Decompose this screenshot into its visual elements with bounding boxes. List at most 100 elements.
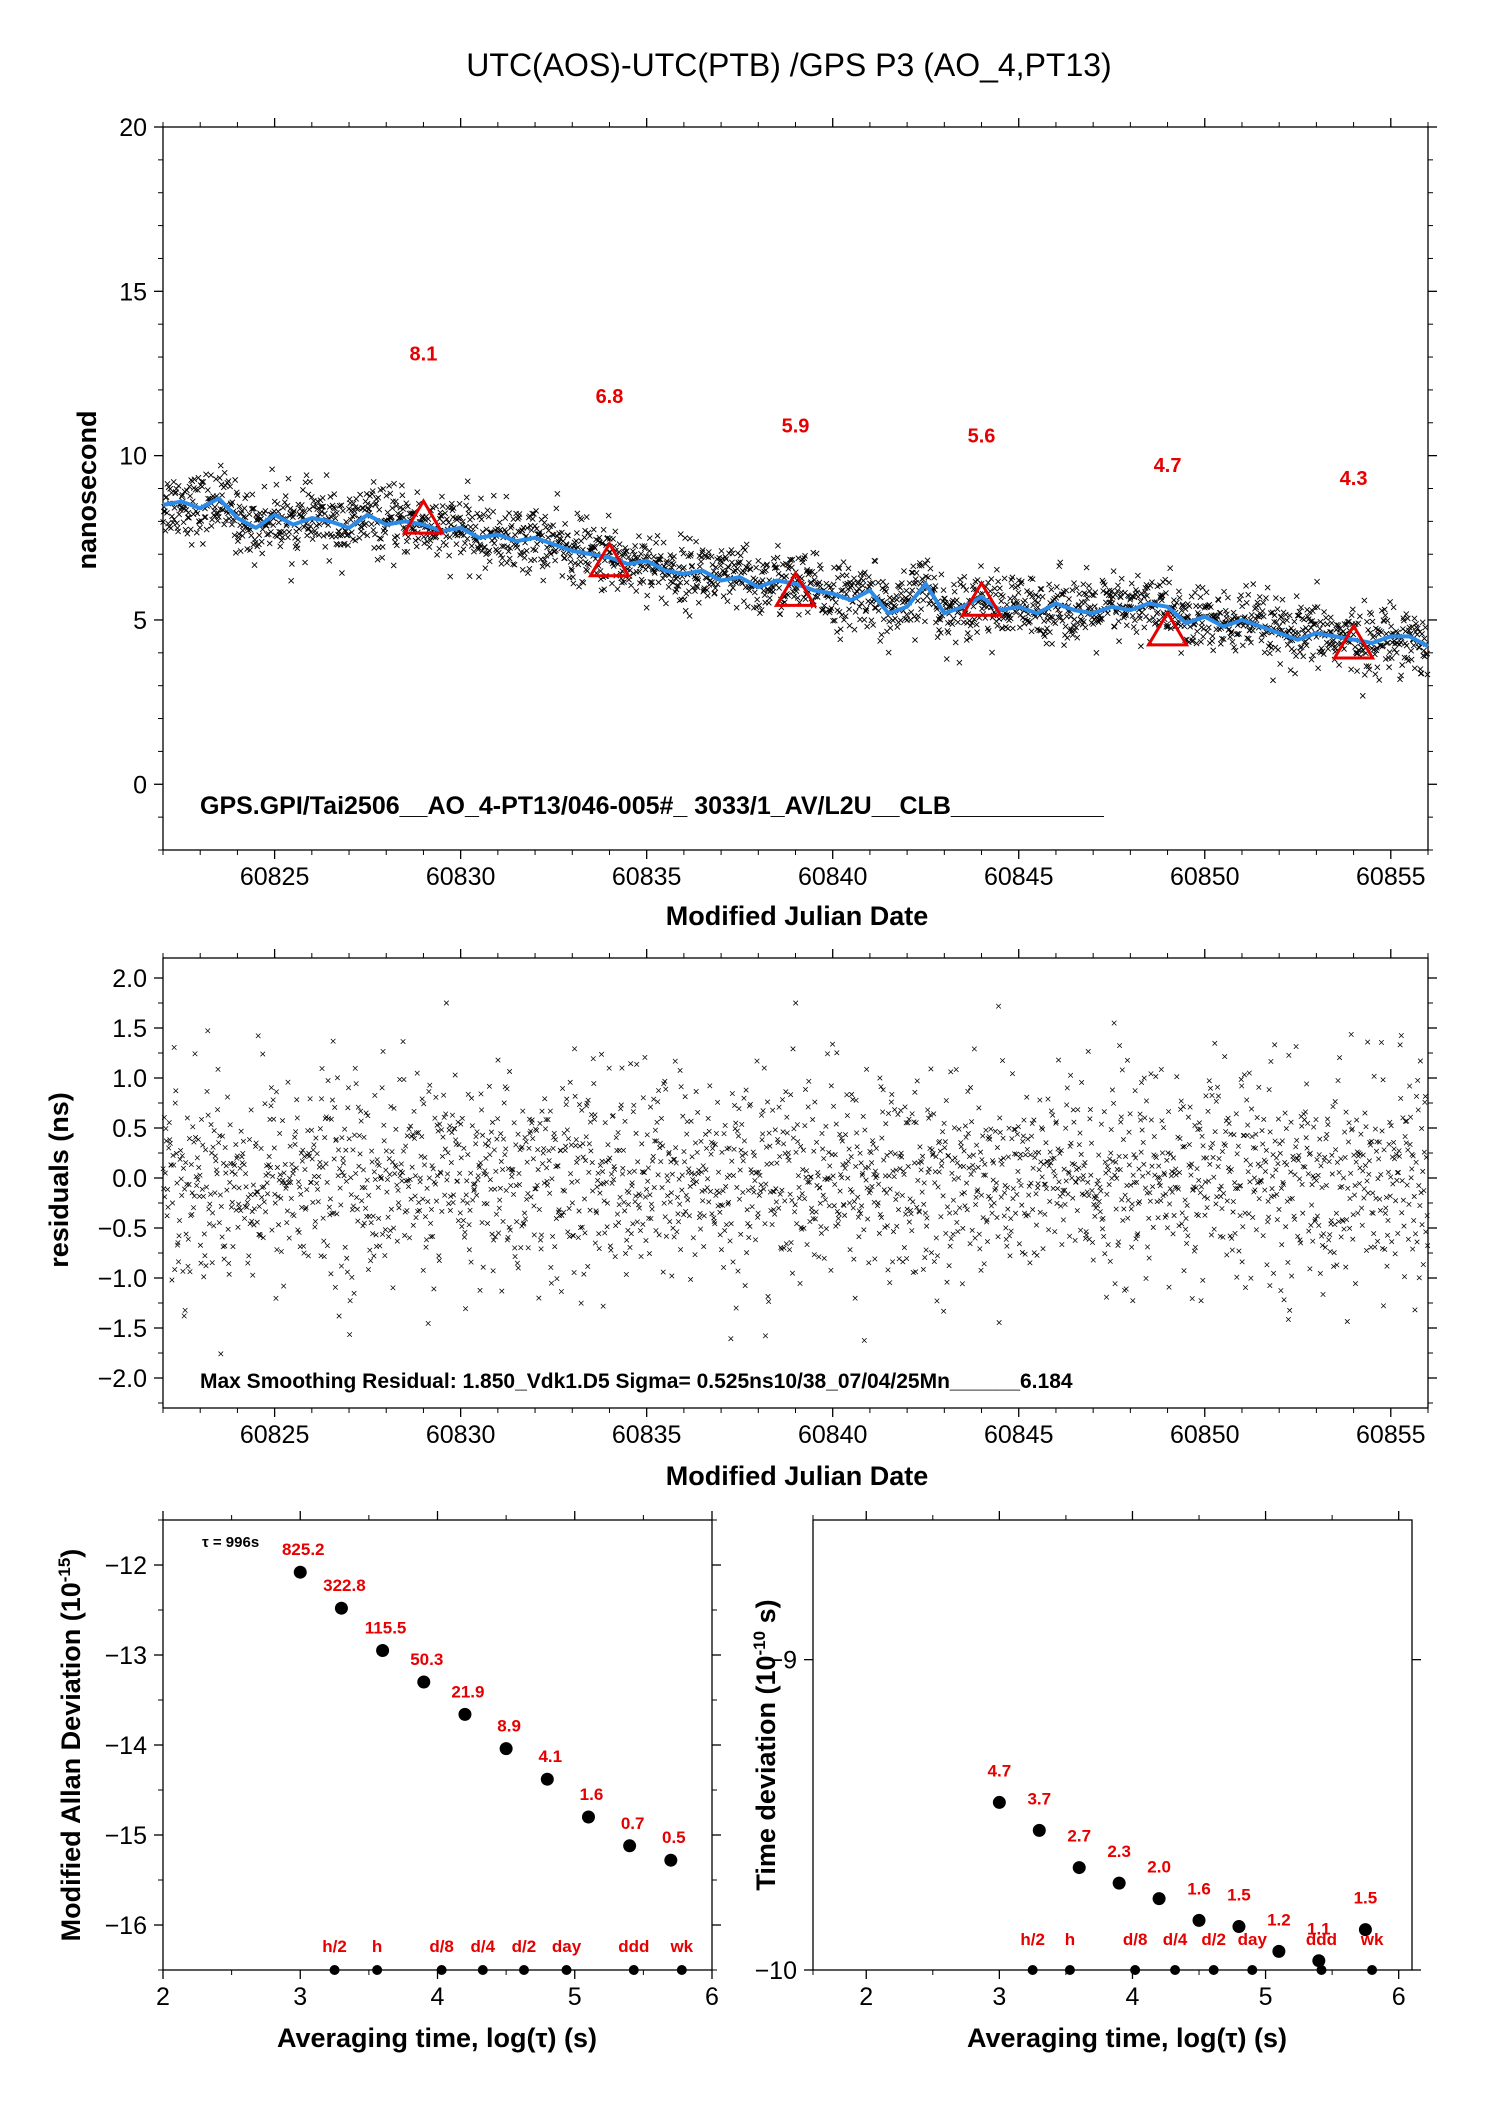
data-point bbox=[219, 1234, 225, 1240]
data-point bbox=[521, 549, 527, 556]
point-value-label: 8.9 bbox=[497, 1717, 521, 1736]
data-point bbox=[690, 1176, 696, 1183]
data-point bbox=[1400, 617, 1407, 624]
data-point bbox=[1388, 1123, 1394, 1129]
data-point bbox=[1210, 1140, 1216, 1146]
data-point bbox=[225, 1226, 231, 1232]
data-point bbox=[1330, 1104, 1336, 1110]
data-point bbox=[1039, 1125, 1045, 1131]
data-point bbox=[262, 1209, 269, 1215]
data-point bbox=[550, 522, 557, 529]
data-point bbox=[544, 561, 551, 568]
data-point bbox=[513, 1183, 519, 1189]
data-point bbox=[353, 1170, 359, 1176]
data-point bbox=[703, 1167, 709, 1173]
data-point bbox=[890, 1168, 896, 1174]
data-point bbox=[294, 1115, 300, 1121]
data-point bbox=[513, 1142, 519, 1148]
data-point bbox=[733, 1305, 739, 1311]
data-point bbox=[638, 1253, 644, 1259]
data-point bbox=[1257, 1163, 1263, 1169]
data-point bbox=[933, 1154, 939, 1160]
data-point bbox=[909, 1111, 915, 1117]
data-point bbox=[869, 598, 875, 605]
data-point bbox=[323, 472, 330, 479]
data-point bbox=[190, 1205, 197, 1211]
data-point bbox=[965, 1088, 971, 1094]
data-point bbox=[457, 1170, 463, 1176]
data-point bbox=[1325, 1122, 1331, 1128]
data-point bbox=[928, 1066, 934, 1072]
data-point bbox=[382, 1252, 388, 1259]
data-point bbox=[187, 493, 194, 499]
data-point bbox=[855, 1194, 861, 1200]
data-point bbox=[904, 1206, 910, 1212]
data-point bbox=[391, 480, 397, 487]
data-point bbox=[575, 1234, 581, 1241]
data-point bbox=[805, 1179, 811, 1185]
data-point bbox=[297, 1184, 303, 1190]
data-point bbox=[195, 1177, 201, 1183]
data-point bbox=[1089, 1239, 1096, 1245]
data-point bbox=[714, 581, 721, 588]
data-point bbox=[1302, 1164, 1308, 1170]
data-point bbox=[1077, 616, 1084, 623]
data-point bbox=[888, 1149, 894, 1155]
data-point bbox=[764, 1099, 771, 1105]
data-point bbox=[943, 1098, 949, 1104]
data-point bbox=[308, 494, 315, 500]
data-point bbox=[1159, 592, 1166, 599]
data-point bbox=[600, 1169, 606, 1175]
data-point bbox=[166, 1120, 172, 1126]
data-point bbox=[1243, 582, 1250, 589]
data-point bbox=[669, 1273, 675, 1279]
data-point bbox=[288, 1195, 294, 1201]
data-point bbox=[715, 1099, 721, 1105]
data-point bbox=[1121, 1206, 1127, 1212]
data-point bbox=[975, 1187, 981, 1193]
data-point bbox=[759, 569, 765, 575]
data-point bbox=[1009, 625, 1016, 632]
data-point bbox=[1292, 1172, 1298, 1178]
plot-frame bbox=[162, 957, 1429, 1409]
data-point bbox=[1057, 614, 1064, 621]
y-axis-label: residuals (ns) bbox=[44, 1092, 74, 1268]
data-point bbox=[859, 582, 866, 589]
data-point bbox=[1295, 1157, 1301, 1163]
data-point bbox=[1399, 662, 1406, 668]
data-point bbox=[898, 580, 905, 587]
data-point bbox=[700, 1198, 706, 1204]
data-point bbox=[818, 1230, 825, 1236]
data-point bbox=[1220, 636, 1227, 643]
data-point bbox=[1272, 595, 1279, 601]
data-point bbox=[1399, 1178, 1405, 1184]
data-point bbox=[713, 564, 719, 571]
data-point bbox=[1387, 598, 1394, 605]
data-point bbox=[1112, 591, 1119, 598]
data-point bbox=[915, 1177, 921, 1183]
data-point bbox=[974, 1189, 980, 1195]
data-point bbox=[952, 639, 959, 646]
data-point bbox=[1296, 1152, 1302, 1159]
scatter-points bbox=[160, 1000, 1431, 1357]
data-point bbox=[1138, 590, 1145, 597]
data-point bbox=[272, 1200, 278, 1206]
data-point bbox=[728, 547, 735, 553]
data-point bbox=[887, 625, 894, 631]
data-point bbox=[216, 1220, 222, 1226]
data-point bbox=[306, 525, 312, 532]
data-point bbox=[620, 1165, 626, 1171]
data-point bbox=[1107, 1258, 1113, 1264]
data-point bbox=[560, 1085, 566, 1092]
data-point bbox=[849, 1091, 855, 1097]
data-point bbox=[208, 1191, 214, 1197]
data-point bbox=[635, 533, 642, 540]
data-point bbox=[800, 1166, 806, 1173]
data-point bbox=[412, 1193, 418, 1199]
data-point bbox=[1117, 1043, 1123, 1049]
data-point bbox=[187, 1269, 193, 1275]
data-point bbox=[1331, 1263, 1337, 1269]
data-point bbox=[1203, 1093, 1209, 1099]
y-tick-label: −1.5 bbox=[98, 1315, 147, 1343]
data-point bbox=[461, 1145, 467, 1151]
